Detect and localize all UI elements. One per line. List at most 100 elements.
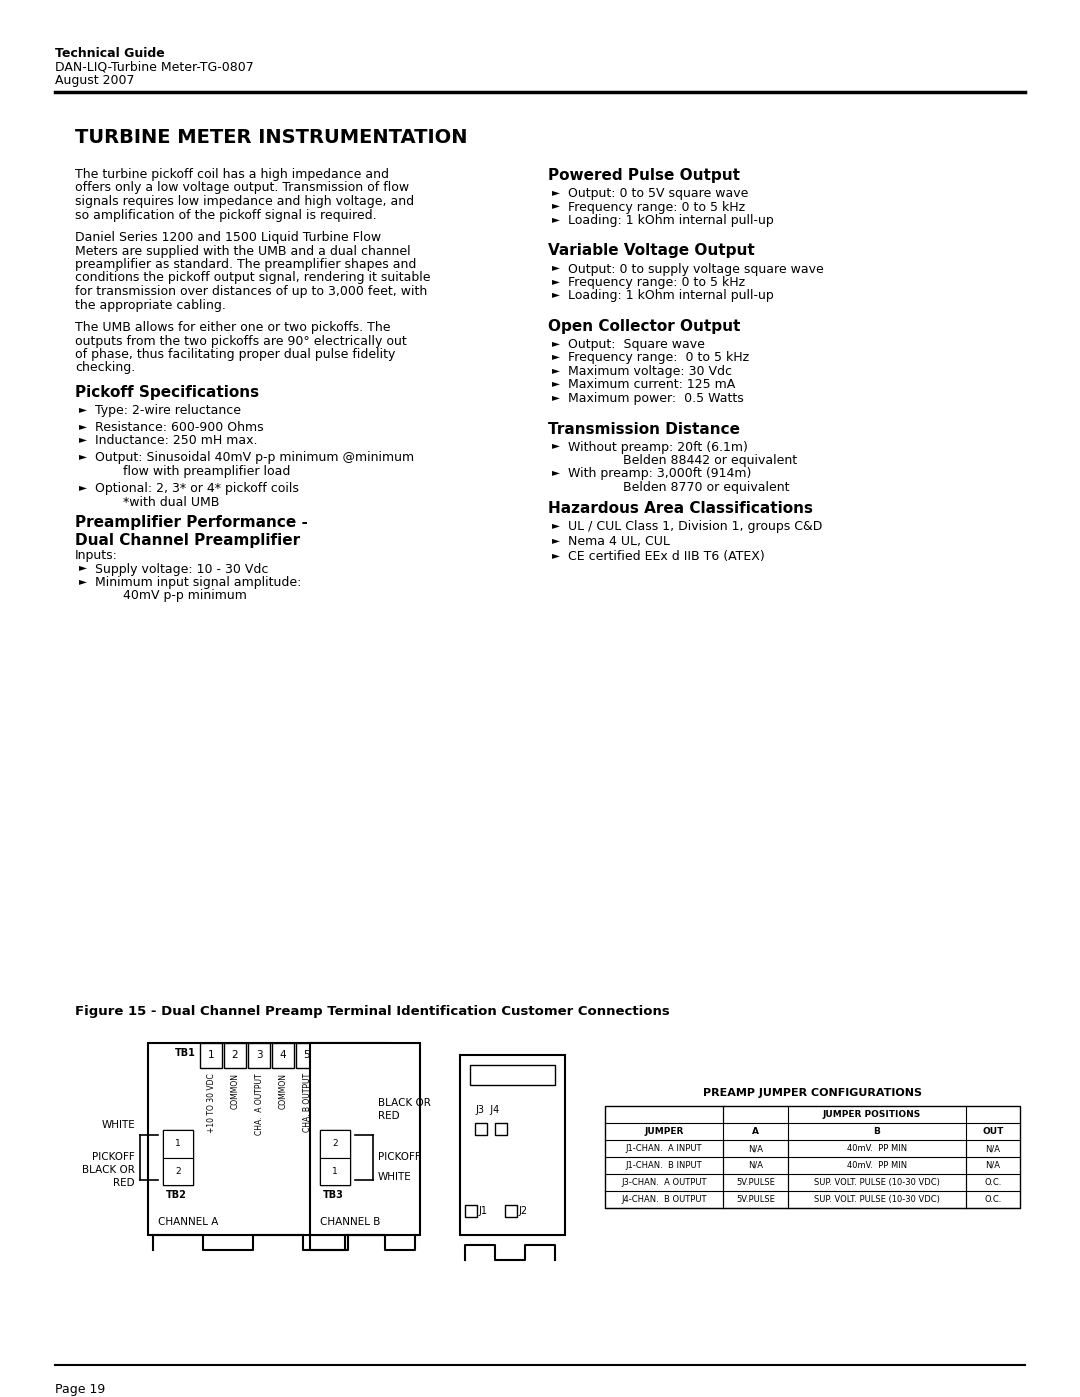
Text: the appropriate cabling.: the appropriate cabling. <box>75 299 226 312</box>
Text: O.C.: O.C. <box>984 1178 1001 1187</box>
Bar <box>296 1044 318 1067</box>
Text: ►: ► <box>552 379 561 388</box>
Text: 1: 1 <box>175 1139 180 1148</box>
Bar <box>163 1130 193 1185</box>
Text: Maximum power:  0.5 Watts: Maximum power: 0.5 Watts <box>568 393 744 405</box>
Text: Pickoff Specifications: Pickoff Specifications <box>75 386 259 400</box>
Bar <box>224 1044 246 1067</box>
Bar <box>320 1158 350 1185</box>
Bar <box>200 1044 222 1067</box>
Text: CE certified EEx d IIB T6 (ATEX): CE certified EEx d IIB T6 (ATEX) <box>568 550 765 563</box>
Text: of phase, thus facilitating proper dual pulse fidelity: of phase, thus facilitating proper dual … <box>75 348 395 360</box>
Text: 40mV.  PP MIN: 40mV. PP MIN <box>847 1161 907 1171</box>
Text: TURBINE METER INSTRUMENTATION: TURBINE METER INSTRUMENTATION <box>75 129 468 147</box>
Text: ►: ► <box>552 365 561 374</box>
Text: Loading: 1 kOhm internal pull-up: Loading: 1 kOhm internal pull-up <box>568 214 773 226</box>
Text: ►: ► <box>552 214 561 224</box>
Text: ►: ► <box>552 535 561 545</box>
Text: 2: 2 <box>232 1051 239 1060</box>
Text: Figure 15 - Dual Channel Preamp Terminal Identification Customer Connections: Figure 15 - Dual Channel Preamp Terminal… <box>75 1004 670 1018</box>
Text: With preamp: 3,000ft (914m): With preamp: 3,000ft (914m) <box>568 468 752 481</box>
Text: COMMON: COMMON <box>230 1073 240 1109</box>
Bar <box>475 1123 487 1134</box>
Text: 4: 4 <box>280 1051 286 1060</box>
Text: JUMPER: JUMPER <box>645 1127 684 1136</box>
Text: ►: ► <box>552 263 561 272</box>
Text: Frequency range: 0 to 5 kHz: Frequency range: 0 to 5 kHz <box>568 277 745 289</box>
Bar <box>148 1044 388 1235</box>
Text: ►: ► <box>552 550 561 560</box>
Text: Meters are supplied with the UMB and a dual channel: Meters are supplied with the UMB and a d… <box>75 244 410 257</box>
Text: Open Collector Output: Open Collector Output <box>548 319 741 334</box>
Text: Output: 0 to supply voltage square wave: Output: 0 to supply voltage square wave <box>568 263 824 275</box>
Text: O.C.: O.C. <box>984 1194 1001 1204</box>
Text: RED: RED <box>113 1178 135 1187</box>
Text: TB1: TB1 <box>175 1048 195 1058</box>
Text: ►: ► <box>552 393 561 402</box>
Text: The turbine pickoff coil has a high impedance and: The turbine pickoff coil has a high impe… <box>75 168 389 182</box>
Text: Maximum voltage: 30 Vdc: Maximum voltage: 30 Vdc <box>568 365 732 379</box>
Bar <box>320 1130 350 1158</box>
Text: 1: 1 <box>207 1051 214 1060</box>
Text: ►: ► <box>552 201 561 211</box>
Text: N/A: N/A <box>986 1144 1000 1153</box>
Text: 5: 5 <box>303 1051 310 1060</box>
Text: ►: ► <box>552 440 561 450</box>
Text: Variable Voltage Output: Variable Voltage Output <box>548 243 755 258</box>
Text: PICKOFF: PICKOFF <box>378 1153 421 1162</box>
Bar <box>465 1206 477 1217</box>
Text: ►: ► <box>79 576 87 585</box>
Bar <box>272 1044 294 1067</box>
Text: so amplification of the pickoff signal is required.: so amplification of the pickoff signal i… <box>75 208 377 222</box>
Text: ►: ► <box>552 277 561 286</box>
Bar <box>460 1055 565 1235</box>
Text: Resistance: 600-900 Ohms: Resistance: 600-900 Ohms <box>95 420 264 434</box>
Bar <box>248 1044 270 1067</box>
Text: BLACK OR: BLACK OR <box>378 1098 431 1108</box>
Text: preamplifier as standard. The preamplifier shapes and: preamplifier as standard. The preamplifi… <box>75 258 417 271</box>
Text: 1: 1 <box>333 1166 338 1176</box>
Text: Output: Sinusoidal 40mV p-p minimum @minimum: Output: Sinusoidal 40mV p-p minimum @min… <box>95 451 414 464</box>
Text: 40mV p-p minimum: 40mV p-p minimum <box>123 590 247 602</box>
Text: ►: ► <box>79 451 87 461</box>
Text: CHA.  A OUTPUT: CHA. A OUTPUT <box>255 1073 264 1134</box>
Text: checking.: checking. <box>75 362 135 374</box>
Text: Frequency range: 0 to 5 kHz: Frequency range: 0 to 5 kHz <box>568 201 745 214</box>
Text: PREAMP JUMPER CONFIGURATIONS: PREAMP JUMPER CONFIGURATIONS <box>703 1088 922 1098</box>
Text: Belden 88442 or equivalent: Belden 88442 or equivalent <box>623 454 797 467</box>
Text: PICKOFF: PICKOFF <box>92 1153 135 1162</box>
Text: Type: 2-wire reluctance: Type: 2-wire reluctance <box>95 404 241 416</box>
Text: N/A: N/A <box>986 1161 1000 1171</box>
Text: J1-CHAN.  B INPUT: J1-CHAN. B INPUT <box>625 1161 702 1171</box>
Text: ►: ► <box>79 404 87 414</box>
Text: conditions the pickoff output signal, rendering it suitable: conditions the pickoff output signal, re… <box>75 271 431 285</box>
Bar <box>320 1130 350 1185</box>
Text: Inputs:: Inputs: <box>75 549 118 562</box>
Text: ►: ► <box>79 434 87 444</box>
Text: ►: ► <box>79 482 87 492</box>
Text: WHITE: WHITE <box>378 1172 411 1182</box>
Text: The UMB allows for either one or two pickoffs. The: The UMB allows for either one or two pic… <box>75 321 391 334</box>
Text: 2: 2 <box>333 1139 338 1148</box>
Text: Inductance: 250 mH max.: Inductance: 250 mH max. <box>95 434 257 447</box>
Text: Hazardous Area Classifications: Hazardous Area Classifications <box>548 502 813 515</box>
Text: J1-CHAN.  A INPUT: J1-CHAN. A INPUT <box>625 1144 702 1153</box>
Bar <box>163 1158 193 1185</box>
Text: CHANNEL A: CHANNEL A <box>158 1217 218 1227</box>
Text: Loading: 1 kOhm internal pull-up: Loading: 1 kOhm internal pull-up <box>568 289 773 303</box>
Text: ►: ► <box>552 468 561 478</box>
Text: Daniel Series 1200 and 1500 Liquid Turbine Flow: Daniel Series 1200 and 1500 Liquid Turbi… <box>75 231 381 244</box>
Text: Frequency range:  0 to 5 kHz: Frequency range: 0 to 5 kHz <box>568 352 750 365</box>
Text: August 2007: August 2007 <box>55 74 135 87</box>
Text: Preamplifier Performance -: Preamplifier Performance - <box>75 515 308 531</box>
Text: J4-CHAN.  B OUTPUT: J4-CHAN. B OUTPUT <box>621 1194 706 1204</box>
Text: WHITE: WHITE <box>102 1120 135 1130</box>
Text: 5V.PULSE: 5V.PULSE <box>737 1178 775 1187</box>
Text: Nema 4 UL, CUL: Nema 4 UL, CUL <box>568 535 670 548</box>
Text: J3-CHAN.  A OUTPUT: J3-CHAN. A OUTPUT <box>621 1178 706 1187</box>
Text: 5V.PULSE: 5V.PULSE <box>737 1194 775 1204</box>
Text: RED: RED <box>378 1111 400 1120</box>
Text: +10 TO 30 VDC: +10 TO 30 VDC <box>206 1073 216 1133</box>
Text: UL / CUL Class 1, Division 1, groups C&D: UL / CUL Class 1, Division 1, groups C&D <box>568 520 822 534</box>
Text: TB3: TB3 <box>323 1190 343 1200</box>
